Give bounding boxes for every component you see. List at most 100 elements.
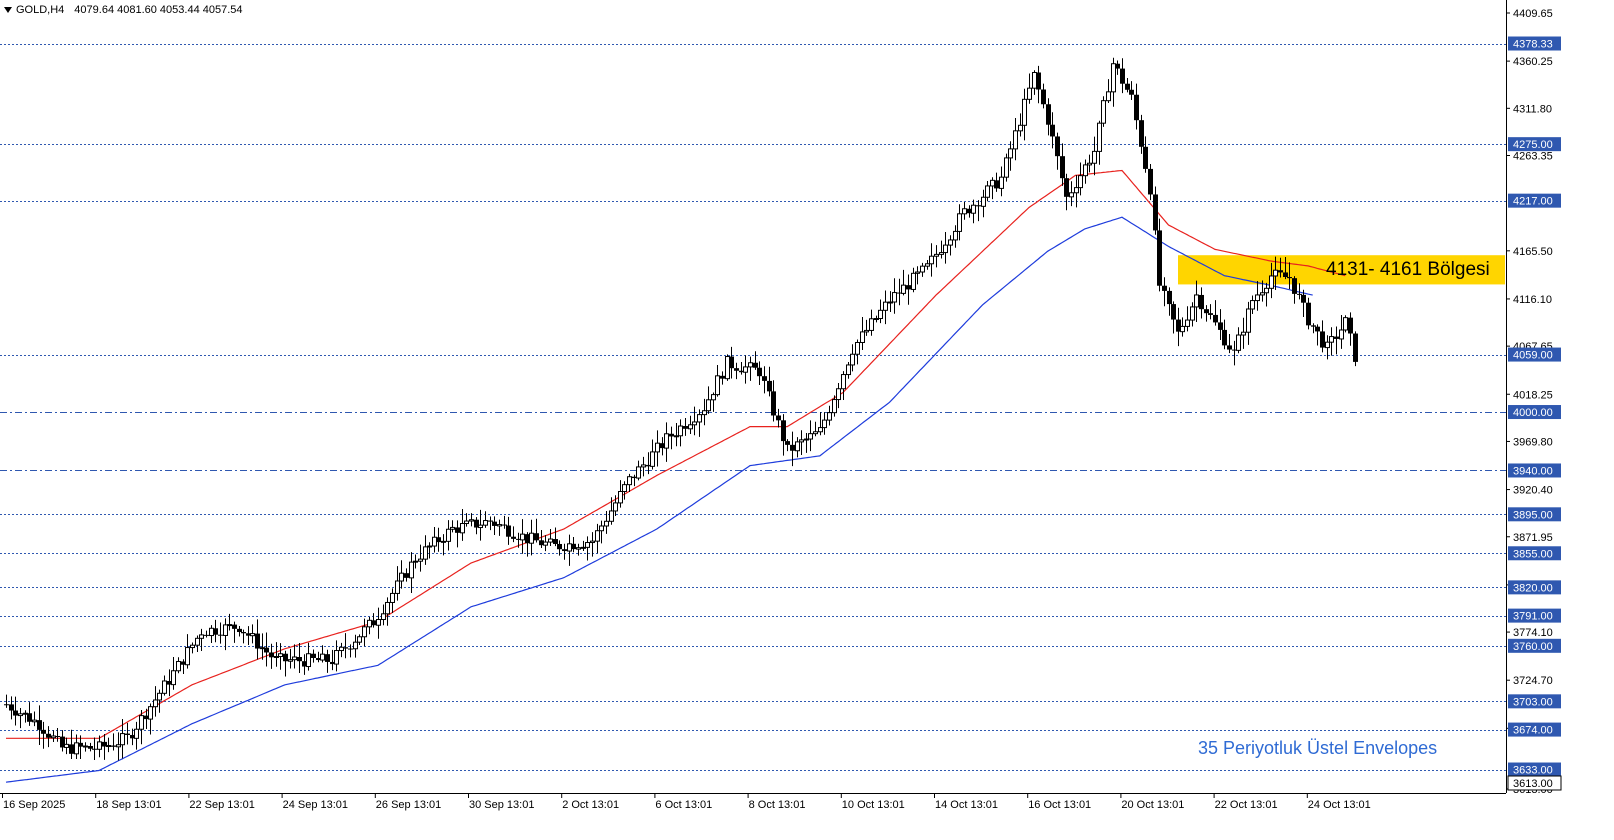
candle — [790, 431, 795, 467]
candle-body-bull — [1018, 124, 1023, 132]
candle-body-bear — [976, 205, 981, 207]
candle-body-bear — [455, 527, 460, 533]
time-axis: 16 Sep 2025 18 Sep 13:01 22 Sep 13:01 24 Se… — [2, 793, 1371, 811]
candle — [971, 199, 976, 224]
candle-body-bear — [1232, 349, 1237, 351]
candle-body-bull — [157, 692, 162, 701]
candle-body-bear — [1125, 83, 1130, 90]
level-price-tag-label: 3674.00 — [1513, 725, 1553, 737]
candle-body-bull — [1343, 317, 1348, 331]
candle-body-bear — [897, 292, 902, 294]
candle — [474, 517, 479, 535]
candle-body-bull — [469, 519, 474, 522]
candle — [483, 511, 488, 528]
candle-body-bull — [590, 540, 595, 544]
candle-body-bear — [1153, 194, 1158, 231]
candle — [37, 705, 42, 746]
level-price-tag-label: 3633.00 — [1513, 765, 1553, 777]
candle-body-bear — [55, 736, 60, 738]
candle-body-bull — [357, 636, 362, 643]
candle — [943, 232, 948, 264]
candle — [232, 621, 237, 643]
chart-menu-arrow-icon[interactable] — [4, 7, 12, 13]
candle — [506, 516, 511, 545]
level-price-tag — [1508, 193, 1561, 208]
candle-body-bull — [925, 263, 930, 267]
candle-body-bear — [776, 415, 781, 421]
candle — [218, 622, 223, 644]
candle — [850, 344, 855, 372]
candle — [404, 568, 409, 582]
time-tick-label: 20 Oct 13:01 — [1121, 799, 1184, 811]
candle-body-bear — [790, 444, 795, 451]
candle — [455, 520, 460, 548]
candle-body-bull — [688, 424, 693, 430]
candle — [646, 452, 651, 475]
candle — [46, 726, 51, 748]
candle-body-bear — [213, 628, 218, 635]
candle-body-bull — [567, 543, 572, 552]
candle-body-bull — [199, 634, 204, 639]
candle — [1241, 317, 1246, 349]
candle — [553, 527, 558, 547]
candle-body-bear — [1055, 136, 1060, 157]
candle — [427, 542, 432, 559]
price-tick-label: 3774.10 — [1513, 627, 1553, 639]
candle — [171, 656, 176, 690]
candle-body-bull — [399, 572, 404, 582]
candle — [692, 406, 697, 436]
candle — [371, 613, 376, 628]
horizontal-levels — [0, 44, 1506, 771]
candle-body-bear — [1301, 294, 1306, 303]
candle — [897, 278, 902, 306]
candle — [1046, 98, 1051, 136]
candle — [1139, 114, 1144, 154]
candle — [683, 417, 688, 436]
candle-body-bull — [1111, 63, 1116, 93]
candle-body-bear — [1199, 294, 1204, 310]
candle-body-bull — [702, 410, 707, 416]
candle — [571, 537, 576, 553]
candle — [953, 225, 958, 248]
candle-body-bear — [1139, 120, 1144, 147]
candle — [185, 634, 190, 669]
candle — [1218, 309, 1223, 341]
time-tick-label: 6 Oct 13:01 — [655, 799, 712, 811]
candle — [302, 654, 307, 675]
candle — [1199, 287, 1204, 319]
candle — [660, 437, 665, 456]
candle — [134, 721, 139, 750]
candle-body-bull — [418, 558, 423, 562]
candle — [1250, 295, 1255, 315]
candle-body-bear — [1148, 168, 1153, 195]
candle — [1176, 307, 1181, 347]
candle-body-bull — [120, 733, 125, 746]
candle-body-bull — [139, 715, 144, 730]
candle-body-bull — [832, 399, 837, 414]
candle-body-bull — [850, 353, 855, 366]
price-tick-label: 4018.25 — [1513, 389, 1553, 401]
candle-body-bull — [725, 356, 730, 380]
price-tick-label: 4360.25 — [1513, 56, 1553, 68]
candle — [1306, 297, 1311, 330]
candle — [1018, 113, 1023, 137]
candle-body-bear — [488, 520, 493, 522]
candle — [799, 430, 804, 455]
candle — [776, 408, 781, 428]
time-tick-label: 16 Oct 13:01 — [1028, 799, 1091, 811]
candle — [1101, 96, 1106, 127]
candle — [316, 651, 321, 663]
candle-body-bear — [1287, 276, 1292, 279]
candle-body-bear — [41, 729, 46, 734]
candle — [64, 737, 69, 755]
candle-body-bear — [371, 620, 376, 626]
candle-body-bear — [683, 426, 688, 429]
candle — [246, 626, 251, 645]
candle-body-bull — [622, 484, 627, 492]
candle-body-bull — [990, 179, 995, 187]
candle-body-bear — [4, 704, 9, 706]
candle-body-bull — [799, 439, 804, 443]
candle-body-bull — [1078, 175, 1083, 189]
candle — [320, 645, 325, 663]
